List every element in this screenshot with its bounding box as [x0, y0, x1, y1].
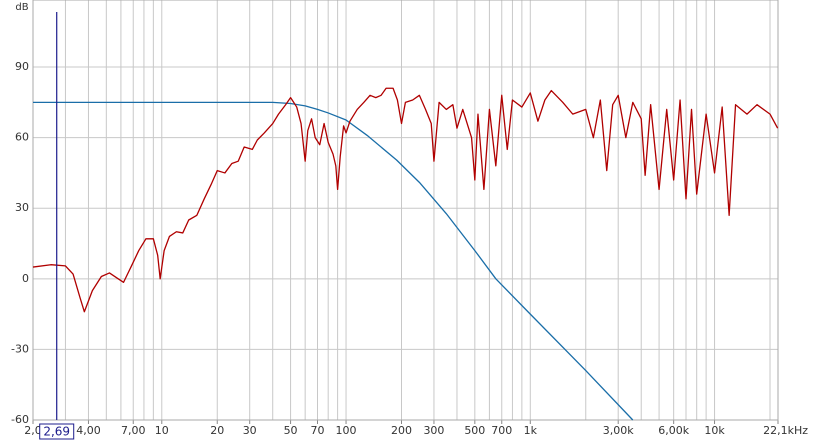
x-tick-label: 7,00 [121, 424, 146, 437]
x-tick-label: 10 [155, 424, 169, 437]
data-line [33, 101, 634, 421]
y-tick-label: 90 [15, 60, 29, 73]
y-tick-label: -30 [11, 342, 29, 355]
x-tick-label: 2,0 [24, 424, 42, 437]
y-tick-label: -60 [11, 413, 29, 426]
y-tick-label: 30 [15, 201, 29, 214]
x-tick-label: 22,1kHz [763, 424, 808, 437]
y-tick-label: 0 [22, 272, 29, 285]
y-tick-label: 60 [15, 131, 29, 144]
x-tick-label: 700 [491, 424, 512, 437]
x-tick-label: 200 [391, 424, 412, 437]
x-tick-label: 4,00 [76, 424, 101, 437]
x-tick-label: 30 [243, 424, 257, 437]
x-tick-label: 300 [423, 424, 444, 437]
x-tick-label: 20 [210, 424, 224, 437]
x-tick-label: 3,00k [603, 424, 634, 437]
y-axis-label: dB [15, 2, 28, 13]
cursor-label-box [39, 423, 75, 440]
x-tick-label: 1k [524, 424, 538, 437]
data-line [32, 87, 779, 313]
x-tick-label: 500 [464, 424, 485, 437]
x-tick-label: 100 [336, 424, 357, 437]
plot-frame [32, 0, 779, 421]
x-tick-label: 70 [310, 424, 324, 437]
x-tick-label: 10k [704, 424, 725, 437]
x-tick-label: 50 [284, 424, 298, 437]
cursor-label: 2,69 [43, 425, 70, 439]
x-tick-label: 6,00k [658, 424, 689, 437]
